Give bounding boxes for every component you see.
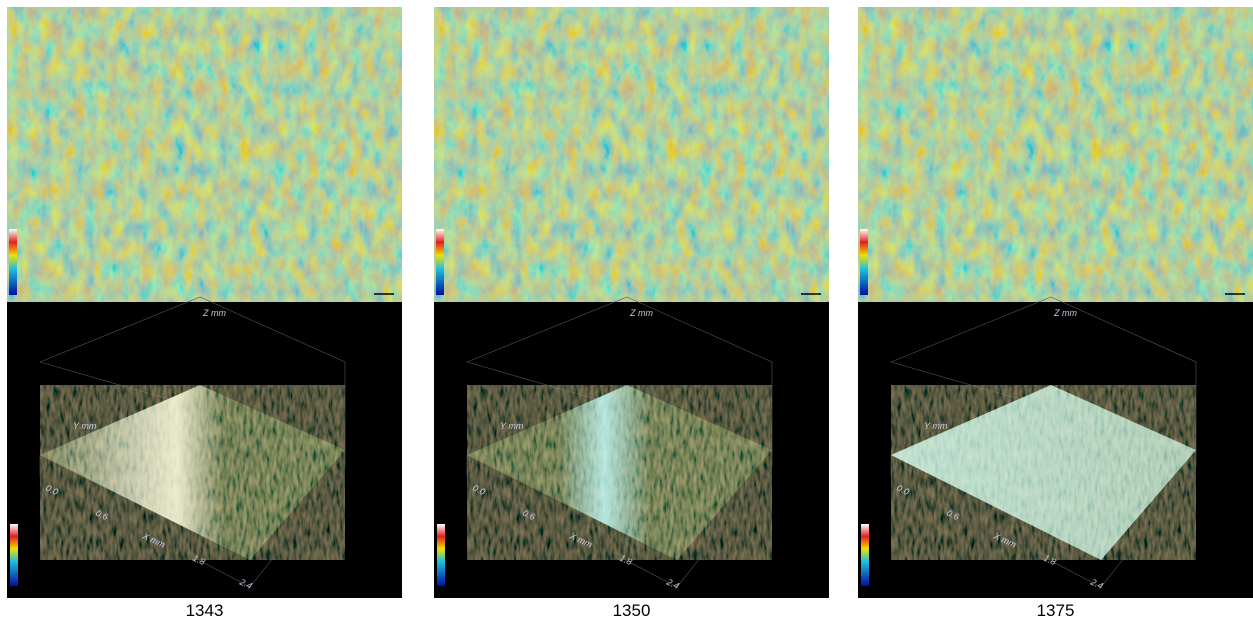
x-tick-label: 0.6 [94,508,110,522]
x-tick-label: 1.8 [191,553,207,567]
surface-highlight [891,385,1196,560]
x-tick-label: 0.6 [945,508,961,522]
surface-frame [890,450,1197,588]
height-map-texture [7,7,402,302]
surface-highlight [467,385,772,560]
height-map-texture [434,7,829,302]
y-axis-title: Y mm [500,421,524,431]
surface-frame [39,450,346,588]
z-axis-title: Z mm [202,308,226,318]
x-tick-label: 0.0 [471,483,487,497]
panel-label: 1343 [186,601,224,620]
panel-label: 1375 [1037,601,1075,620]
panel-label: 1350 [613,601,651,620]
color-bar [9,229,17,295]
x-tick-label: 1.8 [1042,553,1058,567]
color-bar [437,524,445,586]
surface-frame [466,450,773,588]
y-axis-title: Y mm [924,421,948,431]
z-axis-title: Z mm [1053,308,1077,318]
y-axis-title: Y mm [73,421,97,431]
color-bar [10,524,18,586]
x-tick-label: 0.0 [895,483,911,497]
surface-highlight [40,385,345,560]
x-tick-label: 1.8 [618,553,634,567]
z-axis-title: Z mm [629,308,653,318]
height-map-texture [858,7,1253,302]
color-bar [860,229,868,295]
x-tick-label: 0.0 [44,483,60,497]
color-bar [861,524,869,586]
x-tick-label: 0.6 [521,508,537,522]
color-bar [436,229,444,295]
